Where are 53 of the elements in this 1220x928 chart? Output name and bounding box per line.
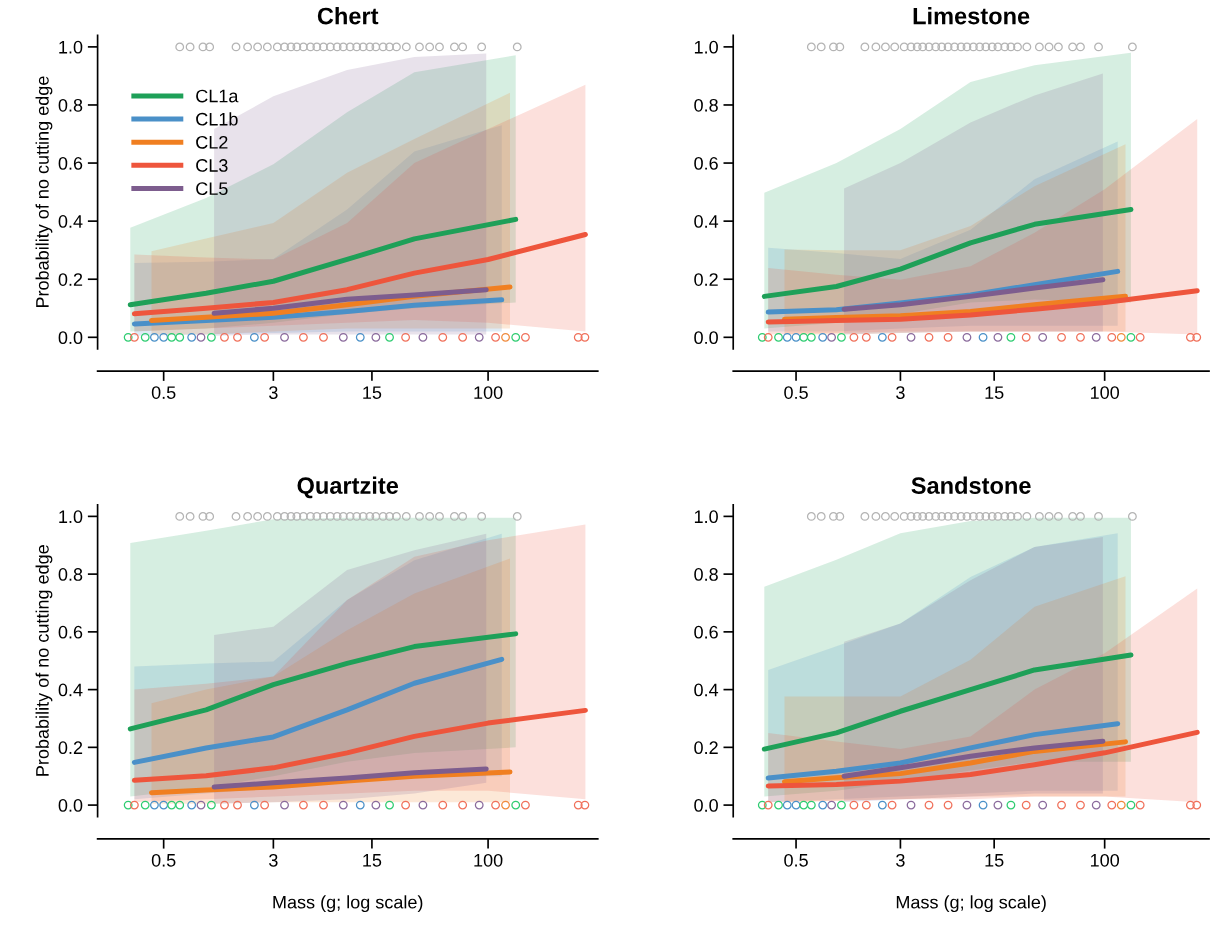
y-tick-label: 0.0 (58, 799, 83, 812)
y-tick-label: 0.8 (58, 98, 83, 112)
y-axis-title: Probability of no cutting edge (35, 545, 53, 776)
y-tick-label: 1.0 (59, 40, 83, 54)
x-axis-title: Mass (g; log scale) (896, 895, 1046, 913)
x-tick-label: 15 (363, 854, 382, 867)
y-tick-label: 0.0 (58, 331, 83, 345)
y-tick-label: 0.2 (694, 273, 718, 286)
y-tick-label: 1.0 (59, 510, 83, 524)
x-tick-label: 0.5 (784, 386, 808, 399)
y-tick-label: 0.6 (58, 625, 83, 639)
y-tick-label: 0.8 (694, 98, 718, 112)
y-tick-label: 0.2 (58, 273, 83, 286)
y-tick-label: 0.8 (58, 568, 83, 581)
x-tick-label: 0.5 (151, 853, 176, 867)
legend-label: CL5 (196, 182, 228, 196)
chart-title: Chert (317, 7, 379, 25)
x-tick-label: 0.5 (151, 386, 176, 399)
x-tick-label: 100 (474, 386, 503, 399)
chart-title: Quartzite (297, 476, 399, 499)
y-tick-label: 1.0 (694, 40, 718, 54)
legend-label: CL1a (196, 89, 239, 103)
x-axis-title: Mass (g; log scale) (273, 895, 423, 913)
y-tick-label: 0.4 (58, 683, 83, 697)
y-tick-label: 0.4 (694, 683, 719, 697)
y-tick-label: 0.2 (58, 741, 83, 755)
y-tick-label: 0.2 (694, 741, 718, 755)
x-tick-label: 3 (896, 386, 905, 399)
x-tick-label: 100 (474, 853, 503, 867)
x-tick-label: 100 (1090, 386, 1120, 399)
chart-title: Limestone (913, 7, 1030, 25)
x-tick-label: 3 (269, 853, 278, 867)
y-tick-label: 0.4 (694, 215, 719, 228)
y-tick-label: 0.4 (58, 215, 83, 228)
x-tick-label: 15 (985, 386, 1004, 399)
legend-label: CL1b (196, 112, 238, 126)
x-tick-label: 15 (985, 854, 1004, 867)
y-tick-label: 0.0 (694, 799, 718, 812)
x-tick-label: 0.5 (784, 853, 808, 867)
y-axis-title: Probability of no cutting edge (35, 76, 53, 308)
y-tick-label: 0.6 (694, 625, 718, 639)
y-tick-label: 0.8 (694, 568, 718, 581)
legend-label: CL2 (196, 135, 228, 149)
x-tick-label: 15 (363, 386, 382, 399)
y-tick-label: 0.0 (694, 331, 718, 345)
y-tick-label: 1.0 (694, 510, 718, 524)
x-tick-label: 3 (896, 853, 905, 867)
y-tick-label: 0.6 (58, 156, 83, 170)
legend-label: CL3 (196, 159, 228, 172)
y-tick-label: 0.6 (694, 156, 718, 170)
x-tick-label: 100 (1090, 853, 1120, 867)
x-tick-label: 3 (269, 386, 278, 399)
chart-title: Sandstone (911, 476, 1031, 494)
